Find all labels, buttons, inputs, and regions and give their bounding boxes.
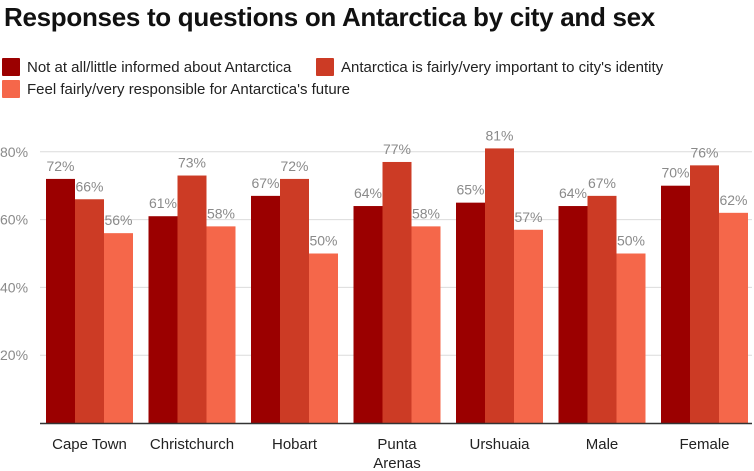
bar bbox=[148, 216, 178, 423]
legend-label-responsible: Feel fairly/very responsible for Antarct… bbox=[27, 80, 350, 98]
data-label: 58% bbox=[207, 205, 235, 221]
data-label: 67% bbox=[251, 175, 279, 191]
data-label: 67% bbox=[588, 175, 616, 191]
x-category-label: Female bbox=[679, 436, 729, 453]
bar bbox=[558, 206, 588, 423]
bar bbox=[719, 212, 748, 423]
legend-item-responsible: Feel fairly/very responsible for Antarct… bbox=[2, 80, 350, 98]
data-label: 64% bbox=[354, 185, 382, 201]
data-label: 66% bbox=[75, 178, 103, 194]
x-category-label: Arenas bbox=[373, 455, 421, 471]
bar bbox=[456, 202, 485, 423]
data-label: 57% bbox=[514, 209, 542, 225]
x-category-label: Christchurch bbox=[150, 436, 234, 453]
data-label: 62% bbox=[719, 192, 747, 208]
bar bbox=[251, 195, 280, 423]
legend-item-identity: Antarctica is fairly/very important to c… bbox=[316, 58, 663, 76]
x-category-label: Male bbox=[586, 436, 619, 453]
data-label: 56% bbox=[104, 212, 132, 228]
data-label: 61% bbox=[149, 195, 177, 211]
legend-swatch-identity bbox=[316, 58, 334, 76]
x-category-label: Urshuaia bbox=[469, 436, 530, 453]
bar bbox=[514, 229, 543, 423]
x-category-label: Hobart bbox=[272, 436, 318, 453]
bar bbox=[46, 178, 75, 423]
bar bbox=[411, 226, 441, 423]
bar bbox=[309, 253, 338, 423]
data-label: 58% bbox=[412, 205, 440, 221]
data-label: 70% bbox=[661, 165, 689, 181]
chart-title: Responses to questions on Antarctica by … bbox=[4, 2, 655, 32]
legend-swatch-informed bbox=[2, 58, 20, 76]
data-label: 76% bbox=[690, 144, 718, 160]
bar bbox=[177, 175, 207, 423]
bar bbox=[206, 226, 236, 423]
bar bbox=[75, 199, 104, 423]
bar bbox=[587, 195, 617, 423]
bar bbox=[382, 161, 412, 423]
data-label: 77% bbox=[383, 141, 411, 157]
bar bbox=[485, 148, 514, 423]
legend-label-identity: Antarctica is fairly/very important to c… bbox=[341, 58, 664, 76]
bar bbox=[280, 178, 309, 423]
legend-label-informed: Not at all/little informed about Antarct… bbox=[27, 58, 292, 76]
bar bbox=[661, 185, 690, 423]
x-category-label: Punta bbox=[377, 436, 417, 453]
legend-swatch-responsible bbox=[2, 80, 20, 98]
bar bbox=[616, 253, 646, 423]
data-label: 65% bbox=[456, 182, 484, 198]
data-label: 64% bbox=[559, 185, 587, 201]
data-label: 73% bbox=[178, 155, 206, 171]
data-label: 81% bbox=[485, 127, 513, 143]
data-label: 50% bbox=[617, 233, 645, 249]
data-label: 72% bbox=[280, 158, 308, 174]
bar bbox=[104, 233, 133, 423]
y-tick-label: 20% bbox=[0, 347, 28, 363]
data-label: 50% bbox=[309, 233, 337, 249]
data-label: 72% bbox=[46, 158, 74, 174]
bar bbox=[690, 165, 719, 424]
y-tick-label: 60% bbox=[0, 212, 28, 228]
y-tick-label: 80% bbox=[0, 144, 28, 160]
legend-item-informed: Not at all/little informed about Antarct… bbox=[2, 58, 291, 76]
x-category-label: Cape Town bbox=[52, 436, 127, 453]
y-tick-label: 40% bbox=[0, 279, 28, 295]
bar bbox=[353, 206, 383, 423]
